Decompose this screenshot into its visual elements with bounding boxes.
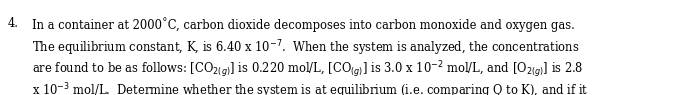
Text: In a container at 2000˚C, carbon dioxide decomposes into carbon monoxide and oxy: In a container at 2000˚C, carbon dioxide… xyxy=(32,17,575,32)
Text: are found to be as follows: [CO$_{2(g)}$] is 0.220 mol/L, [CO$_{(g)}$] is 3.0 x : are found to be as follows: [CO$_{2(g)}$… xyxy=(32,60,584,80)
Text: The equilibrium constant, K, is 6.40 x 10$^{-7}$.  When the system is analyzed, : The equilibrium constant, K, is 6.40 x 1… xyxy=(32,38,580,58)
Text: 4.: 4. xyxy=(8,17,19,30)
Text: x 10$^{-3}$ mol/L.  Determine whether the system is at equilibrium (i.e. compari: x 10$^{-3}$ mol/L. Determine whether the… xyxy=(32,81,589,95)
